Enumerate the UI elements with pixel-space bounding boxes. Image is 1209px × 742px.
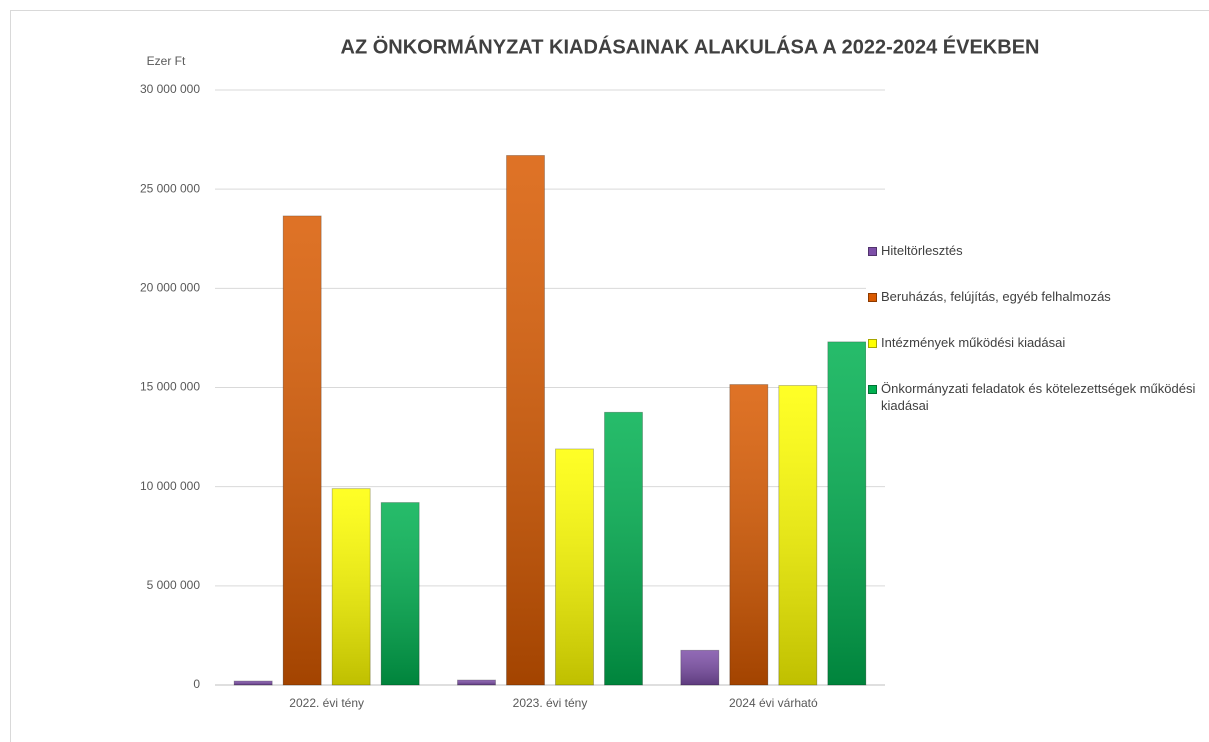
- y-tick-label: 15 000 000: [140, 380, 200, 394]
- bar: [555, 448, 594, 686]
- legend-swatch: [868, 247, 877, 256]
- legend-swatch: [868, 385, 877, 394]
- bar: [506, 155, 545, 686]
- bar: [331, 488, 371, 686]
- x-tick-label: 2024 évi várható: [729, 696, 818, 710]
- legend-swatch: [868, 293, 877, 302]
- bar: [680, 649, 720, 686]
- legend-label: Beruházás, felújítás, egyéb felhalmozás: [881, 289, 1111, 304]
- bar: [827, 341, 867, 686]
- legend-label: Intézmények működési kiadásai: [881, 335, 1066, 350]
- legend-item: Önkormányzati feladatok és kötelezettség…: [866, 380, 1209, 414]
- y-tick-label: 5 000 000: [147, 578, 201, 592]
- y-tick-label: 0: [193, 677, 200, 691]
- bar: [457, 679, 496, 686]
- legend-item: Intézmények működési kiadásai: [866, 334, 1209, 351]
- x-tick-label: 2022. évi tény: [289, 696, 364, 710]
- bar: [233, 680, 273, 686]
- chart-title: AZ ÖNKORMÁNYZAT KIADÁSAINAK ALAKULÁSA A …: [341, 35, 1040, 58]
- y-tick-label: 30 000 000: [140, 82, 200, 96]
- x-tick-label: 2023. évi tény: [513, 696, 588, 710]
- chart-border: [10, 10, 1209, 742]
- bar: [778, 385, 818, 686]
- legend-swatch: [868, 339, 877, 348]
- legend: Hiteltörlesztés Beruházás, felújítás, egy…: [866, 238, 1209, 420]
- bar: [604, 411, 643, 686]
- y-tick-label: 20 000 000: [140, 281, 200, 295]
- bar: [380, 502, 420, 686]
- bar: [729, 384, 769, 686]
- y-axis-label: Ezer Ft: [147, 54, 186, 68]
- y-tick-label: 10 000 000: [140, 479, 200, 493]
- legend-item: Beruházás, felújítás, egyéb felhalmozás: [866, 288, 1209, 305]
- legend-label: Önkormányzati feladatok és kötelezettség…: [881, 381, 1196, 413]
- legend-item: Hiteltörlesztés: [866, 242, 1209, 259]
- legend-label: Hiteltörlesztés: [881, 243, 963, 258]
- y-tick-label: 25 000 000: [140, 181, 200, 195]
- bar: [282, 215, 322, 686]
